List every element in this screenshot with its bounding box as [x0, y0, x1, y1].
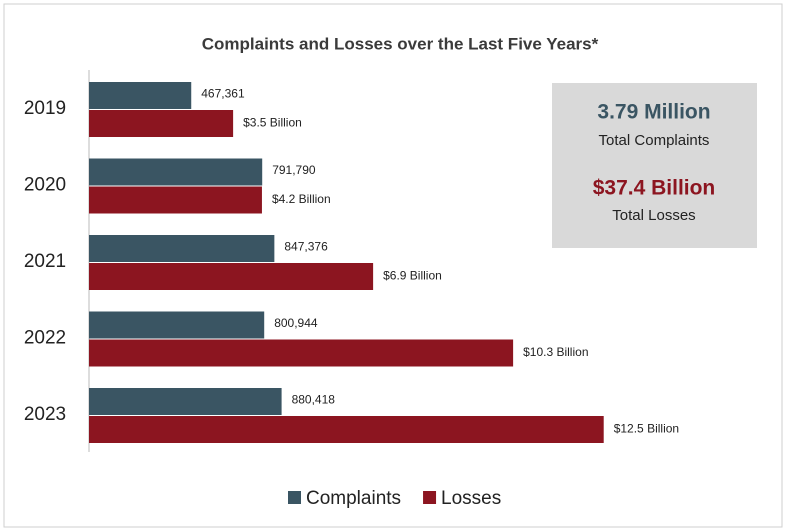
- data-label: $12.5 Billion: [614, 422, 679, 436]
- data-label: 880,418: [292, 393, 336, 407]
- summary-label: Total Losses: [612, 207, 695, 224]
- data-label: 800,944: [274, 316, 318, 330]
- legend-label: Complaints: [306, 488, 401, 509]
- bar: [89, 110, 234, 137]
- bar: [89, 186, 262, 214]
- data-label: $6.9 Billion: [383, 269, 442, 283]
- bar: [89, 82, 192, 109]
- data-label: 791,790: [272, 163, 316, 177]
- data-label: $4.2 Billion: [272, 192, 331, 206]
- y-tick-label: 2022: [24, 328, 66, 349]
- bar: [89, 339, 514, 367]
- bar: [89, 235, 275, 262]
- legend-swatch: [288, 491, 301, 504]
- bar: [89, 158, 263, 186]
- data-label: 847,376: [284, 240, 328, 254]
- y-tick-label: 2021: [24, 251, 66, 272]
- summary-value: 3.79 Million: [597, 101, 710, 124]
- summary-label: Total Complaints: [599, 132, 710, 149]
- bar: [89, 263, 374, 290]
- summary-box: [552, 83, 757, 248]
- y-tick-label: 2023: [24, 404, 66, 425]
- summary-value: $37.4 Billion: [593, 177, 716, 200]
- bar: [89, 416, 604, 443]
- bar: [89, 311, 265, 339]
- y-tick-label: 2020: [24, 175, 66, 196]
- y-tick-label: 2019: [24, 98, 66, 119]
- legend-label: Losses: [441, 488, 501, 509]
- chart-title: Complaints and Losses over the Last Five…: [202, 34, 599, 53]
- data-label: $3.5 Billion: [243, 116, 302, 130]
- data-label: $10.3 Billion: [523, 345, 588, 359]
- data-label: 467,361: [201, 87, 245, 101]
- bar: [89, 388, 282, 415]
- legend-swatch: [423, 491, 437, 504]
